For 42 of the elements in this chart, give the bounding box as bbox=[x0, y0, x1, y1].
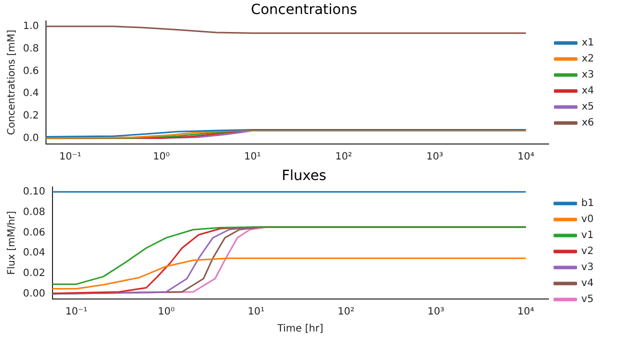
x-tick-label: 10⁻¹ bbox=[65, 306, 88, 318]
x-axis-title: Time [hr] bbox=[276, 324, 324, 335]
x-tick-label: 10¹ bbox=[248, 306, 264, 318]
x-tick-label: 10⁻¹ bbox=[59, 152, 82, 163]
y-tick-label: 0.10 bbox=[23, 186, 46, 198]
chart-title: Fluxes bbox=[282, 168, 326, 184]
y-tick-label: 0.2 bbox=[22, 110, 39, 122]
x-tick-label: 10³ bbox=[426, 152, 444, 163]
legend-label: v3 bbox=[581, 262, 594, 274]
legend-label: x4 bbox=[582, 86, 594, 97]
y-tick-label: 0.02 bbox=[23, 268, 46, 280]
y-tick-label: 0.06 bbox=[23, 227, 46, 238]
legend-label: b1 bbox=[581, 198, 594, 210]
x-tick-label: 10⁴ bbox=[518, 152, 534, 163]
legend-label: v2 bbox=[581, 246, 594, 258]
x-tick-label: 10³ bbox=[428, 306, 444, 318]
legend-label: x1 bbox=[582, 38, 594, 49]
y-axis-title: Concentrations [mM] bbox=[6, 30, 18, 136]
y-tick-label: 0.08 bbox=[23, 206, 46, 218]
y-axis-title: Flux [mM/hr] bbox=[6, 210, 18, 275]
legend-label: v5 bbox=[581, 294, 594, 306]
y-tick-label: 0.6 bbox=[22, 66, 39, 77]
legend-label: x5 bbox=[582, 102, 594, 113]
y-tick-label: 0.8 bbox=[22, 43, 39, 54]
legend-label: v0 bbox=[581, 214, 594, 226]
chart-title: Concentrations bbox=[250, 2, 358, 18]
legend-label: v1 bbox=[581, 230, 594, 242]
y-tick-label: 1.0 bbox=[22, 20, 39, 32]
x-tick-label: 10⁰ bbox=[158, 306, 175, 318]
y-tick-label: 0.0 bbox=[22, 132, 39, 144]
legend-label: x6 bbox=[582, 118, 594, 129]
legend-label: x2 bbox=[582, 54, 594, 65]
x-tick-label: 10⁴ bbox=[517, 306, 534, 318]
x-tick-label: 10² bbox=[338, 306, 354, 318]
y-tick-label: 0.04 bbox=[23, 248, 46, 259]
x-tick-label: 10¹ bbox=[244, 152, 261, 163]
x-tick-label: 10² bbox=[335, 152, 352, 163]
legend-label: v4 bbox=[581, 278, 594, 290]
y-tick-label: 0.4 bbox=[22, 88, 39, 100]
x-tick-label: 10⁰ bbox=[153, 152, 170, 163]
y-tick-label: 0.00 bbox=[23, 288, 46, 300]
legend-label: x3 bbox=[582, 70, 594, 81]
